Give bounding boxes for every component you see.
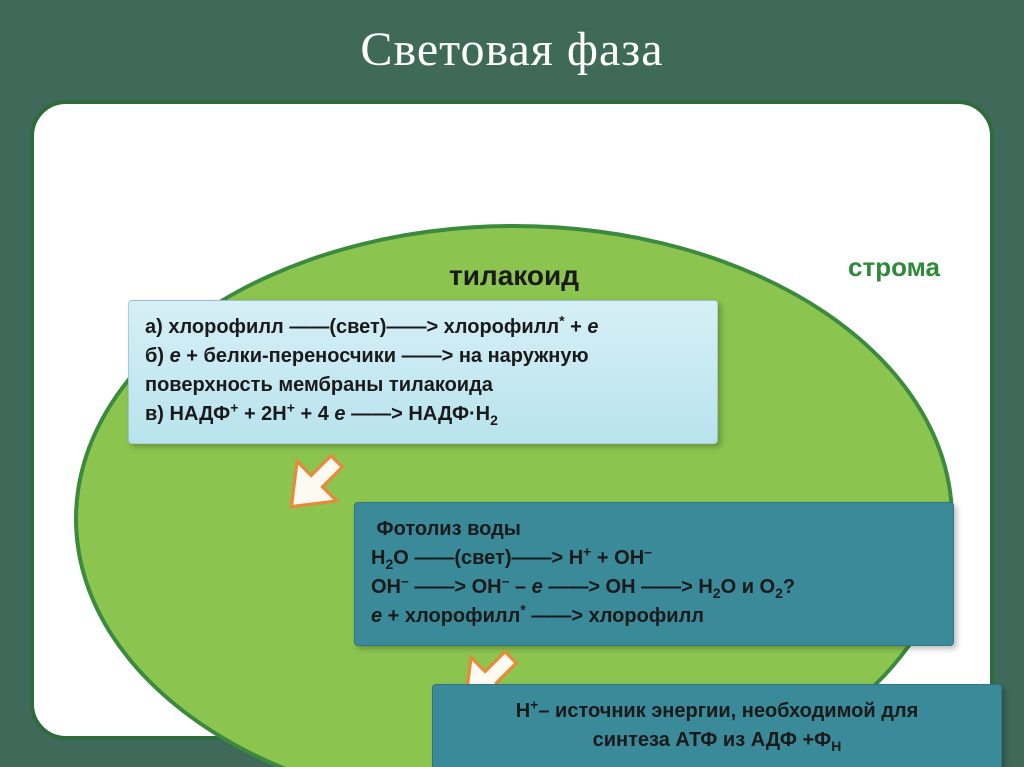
slide-title: Световая фаза xyxy=(0,22,1024,77)
thylakoid-label: тилакоид xyxy=(78,260,950,292)
slide-root: Световая фаза строма тилакоид а) хлорофи… xyxy=(0,0,1024,767)
box3-line-0: H+– источник энергии, необходимой для xyxy=(449,697,985,726)
box1-line-1: б) е + белки-переносчики ——> на наружную xyxy=(145,342,701,371)
box2-line-2: OH– ——> OH– – е ——> OH ——> H2O и O2? xyxy=(371,573,937,602)
box2-line-1: H2O ——(свет)——> H+ + OH– xyxy=(371,544,937,573)
reactions-box-1: а) хлорофилл ——(свет)——> хлорофилл* + е … xyxy=(128,300,718,444)
box2-line-3: е + хлорофилл* ——> хлорофилл xyxy=(371,602,937,631)
box1-line-3: в) НАДФ+ + 2H+ + 4 е ——> НАДФ·H2 xyxy=(145,400,701,429)
arrow-icon-1 xyxy=(274,444,354,524)
reactions-box-2: Фотолиз воды H2O ——(свет)——> H+ + OH– OH… xyxy=(354,502,954,646)
outer-frame: строма тилакоид а) хлорофилл ——(свет)——>… xyxy=(30,100,994,740)
box1-line-0: а) хлорофилл ——(свет)——> хлорофилл* + е xyxy=(145,313,701,342)
box2-line-0: Фотолиз воды xyxy=(371,515,937,544)
reactions-box-3: H+– источник энергии, необходимой для си… xyxy=(432,684,1002,767)
box3-line-1: синтеза АТФ из АДФ +ФН xyxy=(449,726,985,755)
box1-line-2: поверхность мембраны тилакоида xyxy=(145,371,701,400)
